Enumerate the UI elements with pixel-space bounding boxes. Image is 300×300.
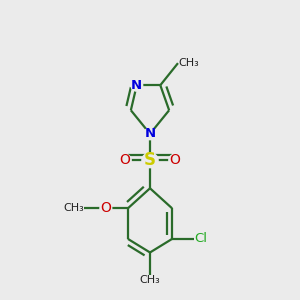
Text: O: O [169,153,181,167]
Ellipse shape [142,153,158,168]
Text: O: O [119,153,130,167]
Ellipse shape [169,154,181,167]
Ellipse shape [131,79,142,91]
Text: CH₃: CH₃ [140,275,160,285]
Ellipse shape [119,154,131,167]
Text: CH₃: CH₃ [63,203,84,213]
Text: N: N [131,79,142,92]
Text: Cl: Cl [194,232,207,245]
Ellipse shape [100,202,112,214]
Text: S: S [144,151,156,169]
Text: N: N [144,127,156,140]
Text: CH₃: CH₃ [178,58,199,68]
Text: O: O [100,201,111,215]
Ellipse shape [144,128,156,140]
